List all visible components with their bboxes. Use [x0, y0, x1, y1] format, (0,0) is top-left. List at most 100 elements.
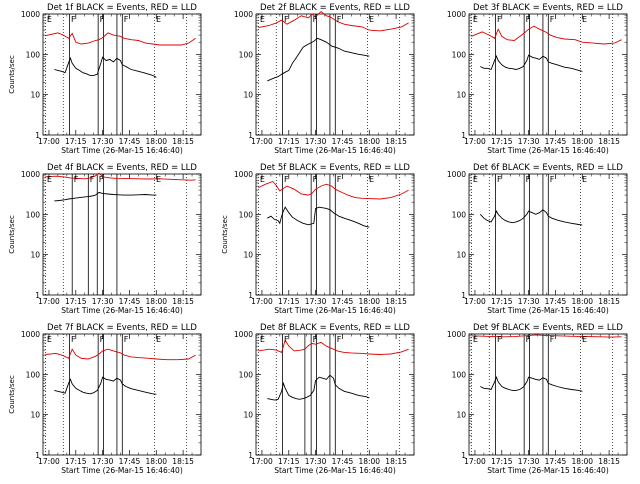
- x-tick-label: 17:00: [38, 137, 60, 146]
- y-tick-label: 1: [461, 451, 466, 460]
- x-tick-label: 18:15: [385, 457, 407, 466]
- lld-series-line: [45, 172, 196, 181]
- time-marker-label: E: [260, 335, 265, 344]
- chart-svg: Det 5f BLACK = Events, RED = LLD 1 10 100 10…: [221, 163, 415, 315]
- events-series-line: [267, 374, 370, 401]
- x-tick-label: 17:30: [518, 137, 540, 146]
- chart-title: Det 8f BLACK = Events, RED = LLD: [260, 323, 410, 333]
- x-tick-label: 17:45: [332, 137, 354, 146]
- y-tick-label: 1: [35, 131, 40, 140]
- y-tick-label: 1000: [234, 10, 253, 19]
- y-tick-label: 1: [248, 451, 253, 460]
- y-tick-label: 1: [35, 291, 40, 300]
- x-axis-label: Start Time (26-Mar-15 16:46:40): [61, 306, 183, 315]
- lld-series-line: [471, 334, 622, 338]
- x-axis-label: Start Time (26-Mar-15 16:46:40): [487, 306, 609, 315]
- chart-svg: Det 4f BLACK = Events, RED = LLD 1 10 100 10…: [8, 163, 202, 315]
- chart-svg: Det 6f BLACK = Events, RED = LLD 1 10 100 10…: [447, 163, 628, 315]
- time-marker-label: F: [313, 15, 318, 24]
- time-marker-label: E: [473, 335, 478, 344]
- time-marker-label: F: [526, 15, 531, 24]
- x-tick-label: 17:15: [491, 297, 513, 306]
- x-tick-label: 17:00: [464, 137, 486, 146]
- chart-panel: Det 8f BLACK = Events, RED = LLD 1 10 100 10…: [213, 320, 426, 480]
- y-tick-label: 10: [30, 411, 40, 420]
- x-tick-label: 17:30: [518, 297, 540, 306]
- time-marker-label: F: [124, 335, 129, 344]
- time-marker-label: F: [284, 335, 289, 344]
- events-series-line: [54, 376, 157, 395]
- y-tick-label: 1000: [21, 330, 40, 339]
- time-marker-label: F: [284, 15, 289, 24]
- x-tick-label: 18:00: [145, 457, 167, 466]
- chart-title: Det 7f BLACK = Events, RED = LLD: [47, 323, 197, 333]
- chart-title: Det 1f BLACK = Events, RED = LLD: [47, 3, 197, 13]
- x-tick-label: 18:00: [145, 137, 167, 146]
- y-tick-label: 1: [461, 291, 466, 300]
- y-tick-label: 1000: [21, 170, 40, 179]
- time-marker-label: F: [124, 15, 129, 24]
- x-tick-label: 17:15: [491, 457, 513, 466]
- time-marker-label: E: [582, 335, 587, 344]
- time-marker-label: E: [369, 15, 374, 24]
- time-marker-label: F: [526, 335, 531, 344]
- y-tick-label: 100: [239, 370, 254, 379]
- chart-panel: Det 4f BLACK = Events, RED = LLD 1 10 100 10…: [0, 160, 213, 320]
- y-tick-label: 100: [239, 50, 254, 59]
- x-tick-label: 18:00: [358, 297, 380, 306]
- chart-panel: Det 3f BLACK = Events, RED = LLD 1 10 100 10…: [426, 0, 639, 160]
- y-tick-label: 1: [461, 131, 466, 140]
- x-tick-label: 17:30: [305, 457, 327, 466]
- y-tick-label: 100: [452, 50, 467, 59]
- x-tick-label: 17:30: [92, 457, 114, 466]
- y-tick-label: 1000: [447, 170, 466, 179]
- y-tick-label: 1000: [234, 330, 253, 339]
- y-tick-label: 1000: [447, 330, 466, 339]
- time-marker-label: E: [582, 175, 587, 184]
- time-marker-label: F: [550, 15, 555, 24]
- x-tick-label: 17:00: [38, 457, 60, 466]
- time-marker-label: E: [156, 335, 161, 344]
- events-series-line: [480, 54, 583, 72]
- chart-title: Det 4f BLACK = Events, RED = LLD: [47, 163, 197, 173]
- lld-series-line: [471, 25, 622, 45]
- x-tick-label: 17:15: [65, 297, 87, 306]
- chart-panel: Det 2f BLACK = Events, RED = LLD 1 10 100 10…: [213, 0, 426, 160]
- x-tick-label: 17:15: [278, 297, 300, 306]
- time-marker-label: F: [337, 175, 342, 184]
- y-tick-label: 1: [248, 291, 253, 300]
- time-marker-label: F: [497, 15, 502, 24]
- x-tick-label: 17:45: [545, 457, 567, 466]
- x-tick-label: 17:15: [278, 457, 300, 466]
- chart-panel: Det 6f BLACK = Events, RED = LLD 1 10 100 10…: [426, 160, 639, 320]
- x-tick-label: 17:15: [491, 137, 513, 146]
- chart-title: Det 9f BLACK = Events, RED = LLD: [473, 323, 623, 333]
- y-tick-label: 1000: [21, 10, 40, 19]
- x-tick-label: 17:45: [545, 297, 567, 306]
- y-axis-label: Counts/sec: [8, 375, 16, 414]
- y-tick-label: 100: [26, 50, 41, 59]
- y-tick-label: 10: [456, 411, 466, 420]
- y-axis-label: Counts/sec: [8, 55, 16, 94]
- x-tick-label: 17:45: [119, 297, 141, 306]
- y-tick-label: 1000: [447, 10, 466, 19]
- time-marker-label: F: [100, 15, 105, 24]
- time-marker-label: F: [100, 335, 105, 344]
- y-tick-label: 10: [456, 251, 466, 260]
- x-tick-label: 17:15: [65, 457, 87, 466]
- x-tick-label: 17:30: [518, 457, 540, 466]
- time-marker-label: F: [497, 335, 502, 344]
- x-tick-label: 17:45: [332, 457, 354, 466]
- y-tick-label: 1: [35, 451, 40, 460]
- x-axis-label: Start Time (26-Mar-15 16:46:40): [61, 466, 183, 475]
- events-series-line: [479, 209, 583, 226]
- x-tick-label: 17:30: [305, 137, 327, 146]
- y-tick-label: 100: [26, 210, 41, 219]
- time-marker-label: E: [582, 15, 587, 24]
- x-tick-label: 18:00: [358, 137, 380, 146]
- time-marker-label: F: [313, 335, 318, 344]
- x-tick-label: 17:45: [119, 137, 141, 146]
- time-marker-label: E: [47, 175, 52, 184]
- chart-title: Det 6f BLACK = Events, RED = LLD: [473, 163, 623, 173]
